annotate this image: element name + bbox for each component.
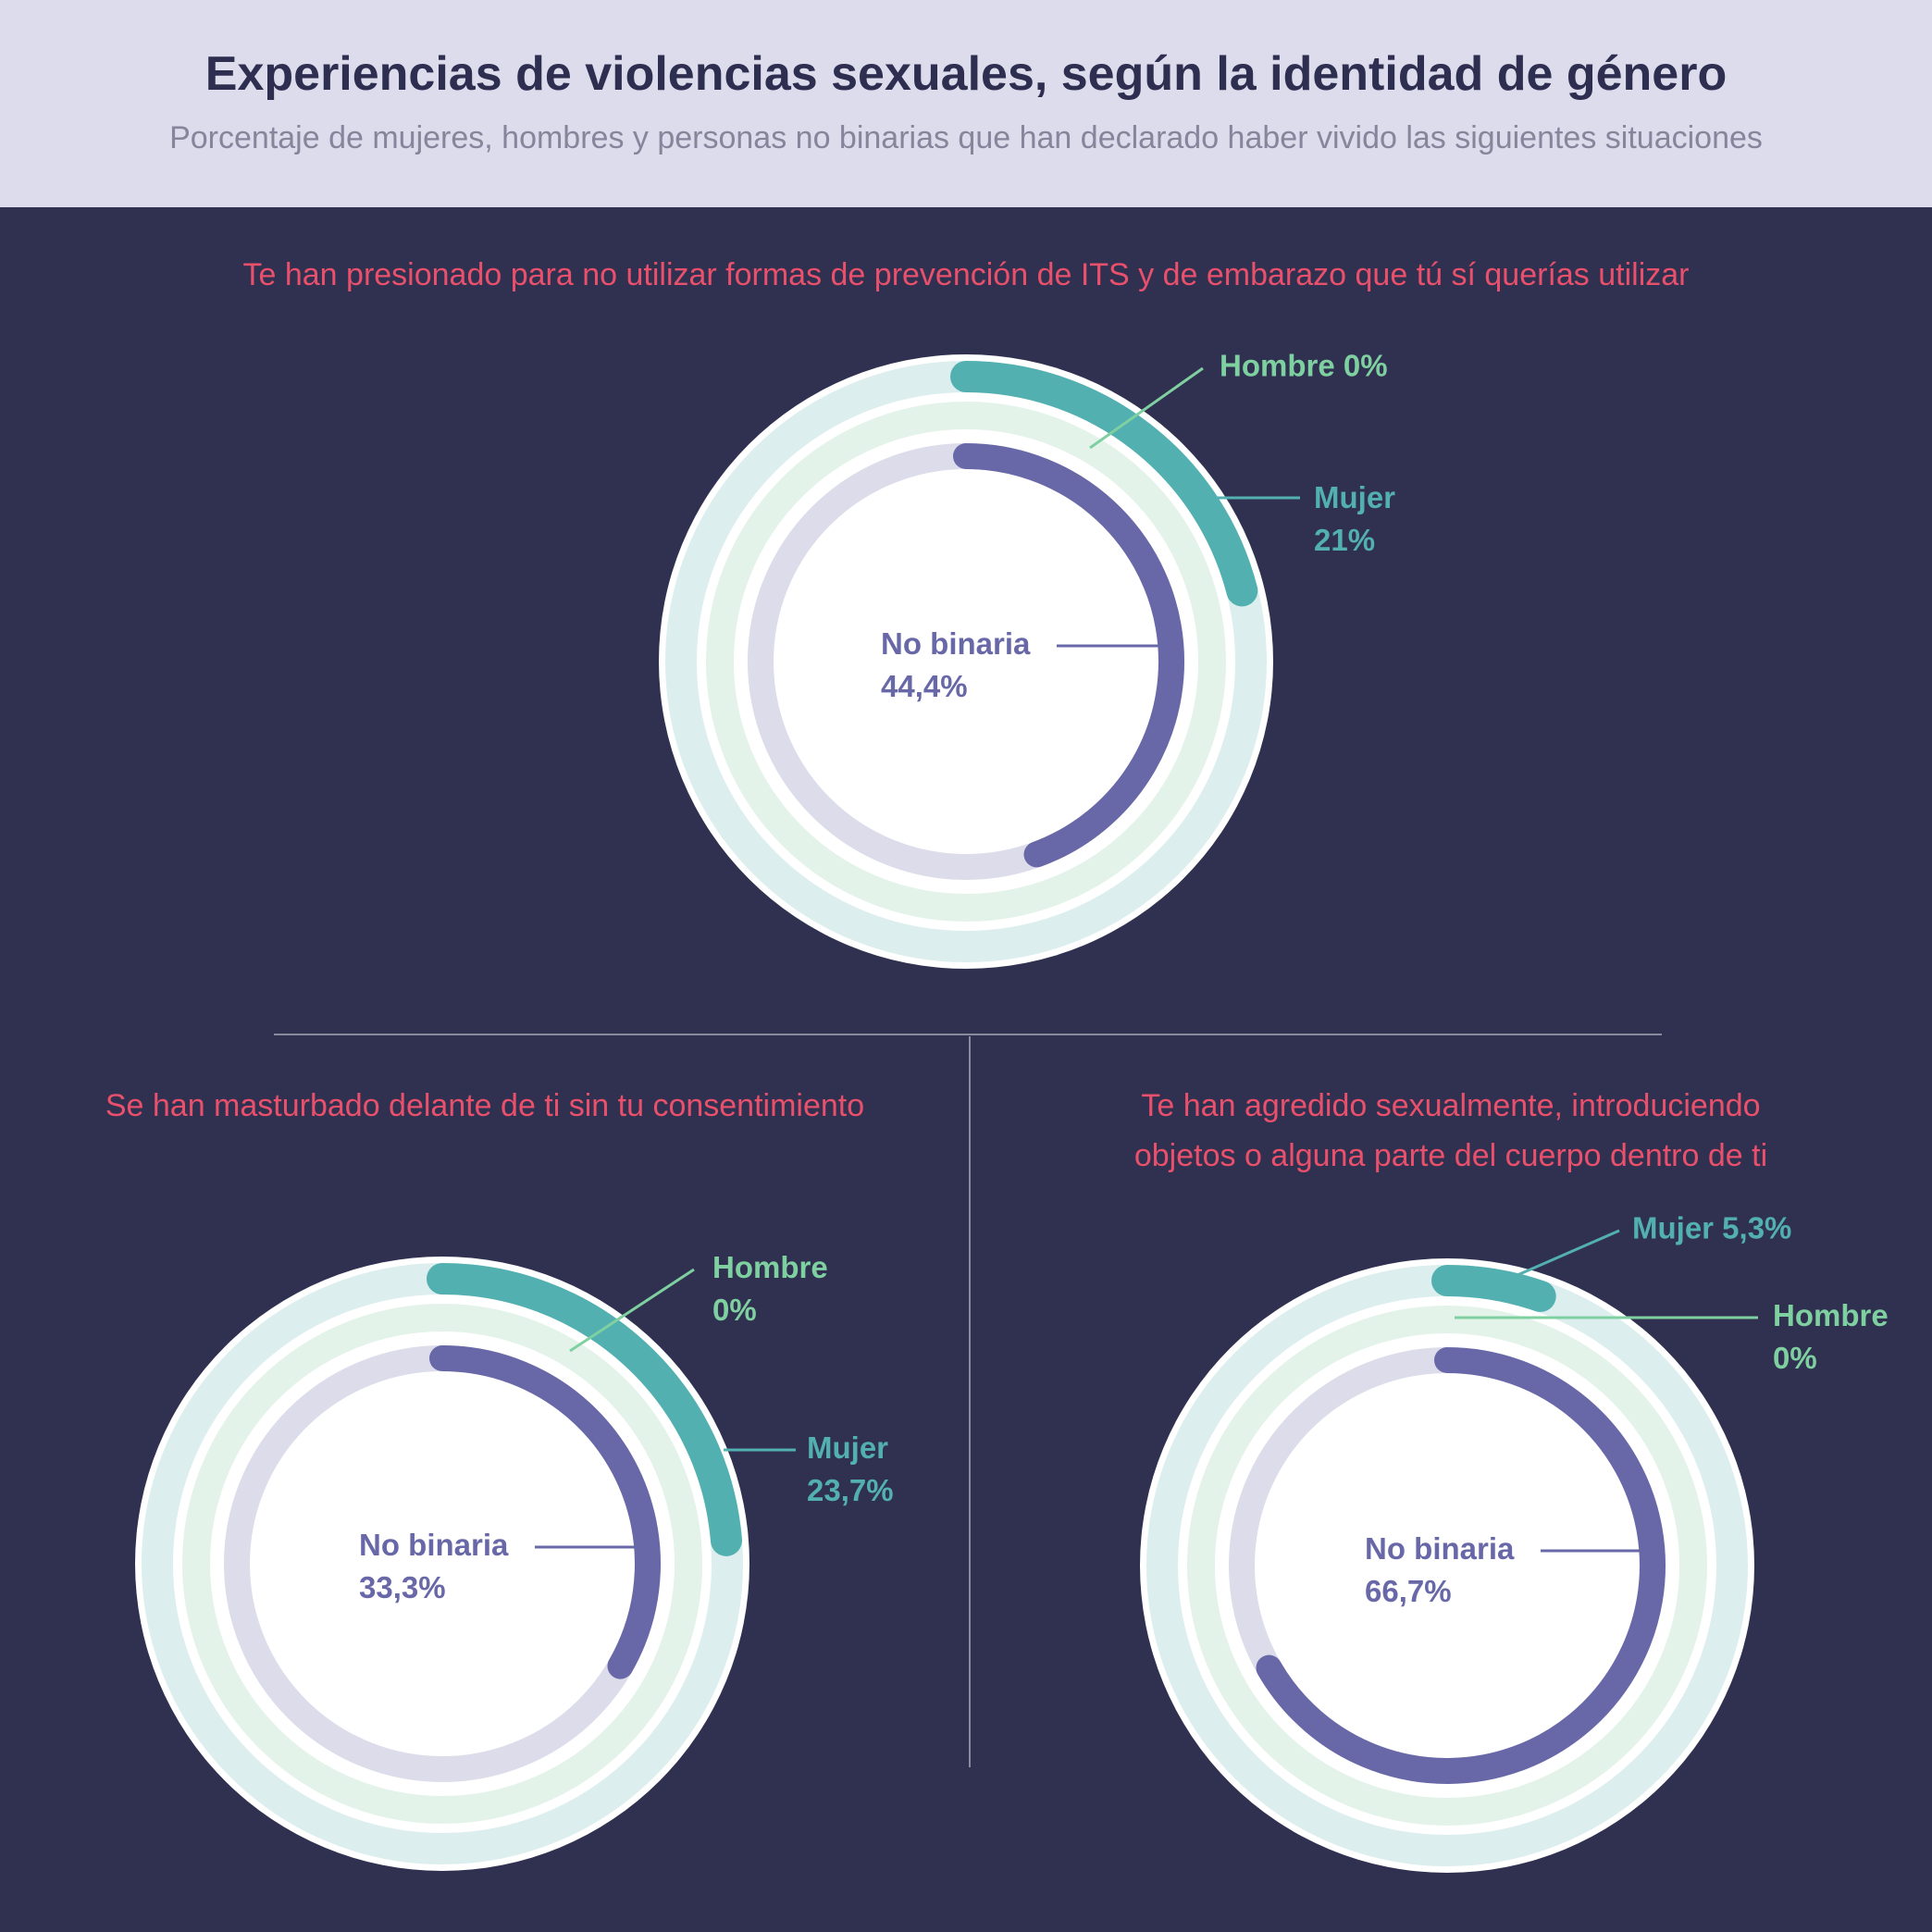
header: Experiencias de violencias sexuales, seg… bbox=[0, 0, 1932, 207]
question-1: Te han presionado para no utilizar forma… bbox=[242, 257, 1690, 292]
question-3-line-2: objetos o alguna parte del cuerpo dentro… bbox=[1133, 1138, 1768, 1173]
chart-2-nb-label: No binaria 33,3% bbox=[359, 1528, 509, 1604]
chart-3-hombre-label: Hombre 0% bbox=[1773, 1298, 1889, 1375]
chart-1-nb-value: 44,4% bbox=[881, 669, 968, 703]
chart-2-hombre-value: 0% bbox=[712, 1293, 757, 1327]
chart-1-nb-bar bbox=[953, 443, 1184, 868]
chart-3-nb-name: No binaria bbox=[1365, 1531, 1515, 1566]
question-2: Se han masturbado delante de ti sin tu c… bbox=[105, 1088, 865, 1123]
chart-3-mujer-leader bbox=[1517, 1229, 1620, 1277]
chart-1-mujer-name: Mujer bbox=[1314, 480, 1395, 514]
chart-2-mujer-label: Mujer 23,7% bbox=[807, 1430, 894, 1507]
question-3-line-1: Te han agredido sexualmente, introducien… bbox=[1141, 1088, 1761, 1123]
chart-3-nb-bar bbox=[1256, 1347, 1666, 1784]
chart-3-hombre-name: Hombre bbox=[1773, 1298, 1889, 1332]
chart-2-hombre-name: Hombre bbox=[712, 1250, 828, 1284]
chart-1-nb-label: No binaria 44,4% bbox=[881, 626, 1031, 703]
chart-3-nb-label: No binaria 66,7% bbox=[1365, 1531, 1515, 1608]
chart-1-mujer-label: Mujer 21% bbox=[1314, 480, 1395, 557]
chart-2-mujer-value: 23,7% bbox=[807, 1473, 894, 1507]
chart-1-mujer-bar bbox=[950, 361, 1258, 607]
chart-2-hombre-label: Hombre 0% bbox=[712, 1250, 828, 1327]
chart-3-mujer-label: Mujer 5,3% bbox=[1632, 1211, 1791, 1245]
chart-2-hombre-leader bbox=[569, 1268, 695, 1353]
chart-2-nb-bar bbox=[429, 1345, 661, 1679]
chart-1-hombre-label: Hombre 0% bbox=[1220, 349, 1388, 383]
chart-1-mujer-value: 21% bbox=[1314, 523, 1375, 557]
page-title: Experiencias de violencias sexuales, seg… bbox=[204, 47, 1728, 101]
question-3: Te han agredido sexualmente, introducien… bbox=[970, 1081, 1932, 1181]
chart-2-nb-name: No binaria bbox=[359, 1528, 509, 1562]
chart-2-mujer-bar bbox=[427, 1263, 742, 1556]
vertical-divider bbox=[969, 1036, 971, 1767]
chart-1-hombre-leader bbox=[1089, 366, 1204, 450]
chart-3-mujer-bar bbox=[1431, 1265, 1556, 1312]
chart-1-nb-name: No binaria bbox=[881, 626, 1031, 661]
chart-2-hombre-track bbox=[182, 1304, 702, 1824]
chart-3-hombre-track bbox=[1187, 1306, 1707, 1826]
horizontal-divider bbox=[274, 1034, 1662, 1035]
chart-2-nb-value: 33,3% bbox=[359, 1570, 446, 1604]
chart-3-hombre-value: 0% bbox=[1773, 1341, 1817, 1375]
page-subtitle: Porcentaje de mujeres, hombres y persona… bbox=[169, 120, 1763, 155]
chart-3-nb-value: 66,7% bbox=[1365, 1574, 1452, 1608]
chart-2-mujer-name: Mujer bbox=[807, 1430, 888, 1465]
chart-1-hombre-track bbox=[706, 402, 1226, 922]
